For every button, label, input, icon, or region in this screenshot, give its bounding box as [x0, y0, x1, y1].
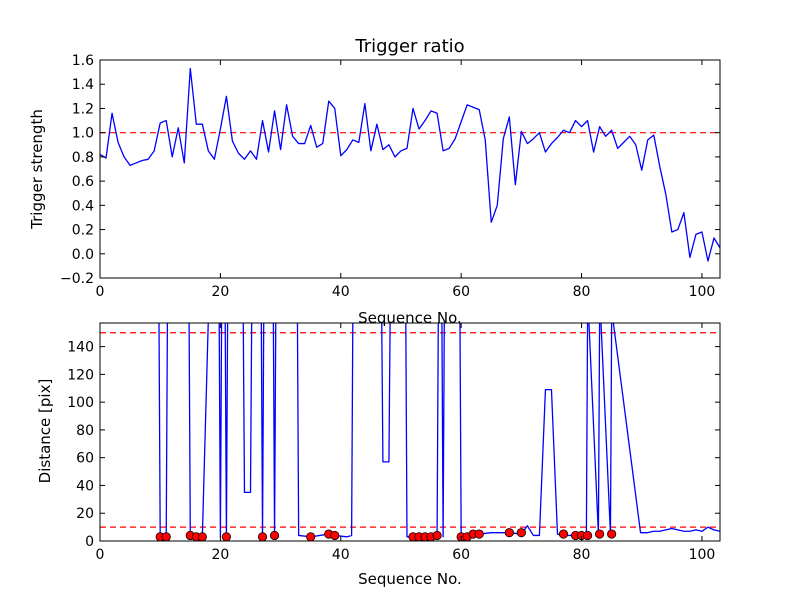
bottom-marker-point [607, 529, 617, 539]
bottom-y-tick-label: 140 [67, 340, 94, 356]
bottom-x-tick-label: 80 [573, 547, 591, 563]
bottom-marker-point [558, 529, 569, 539]
bottom-marker-point [221, 532, 232, 542]
top-x-tick-label: 80 [573, 284, 591, 300]
top-y-axis-label: Trigger strength [28, 109, 46, 230]
top-x-tick-label: 0 [96, 284, 105, 300]
bottom-marker-point [582, 530, 593, 541]
bottom-marker-point [330, 530, 340, 541]
bottom-x-tick-label: 20 [211, 547, 229, 563]
top-series-line-0 [100, 67, 720, 262]
bottom-y-tick-label: 20 [76, 506, 94, 522]
bottom-marker-point [306, 532, 316, 542]
top-y-tick-label: 0.8 [72, 150, 94, 166]
top-y-tick-label: 1.4 [72, 77, 94, 93]
bottom-marker-point [197, 532, 207, 542]
bottom-x-tick-label: 0 [96, 547, 105, 563]
bottom-marker-point [257, 532, 268, 542]
top-y-tick-label: 1.6 [72, 53, 94, 69]
top-y-tick-label: 0.0 [72, 247, 94, 263]
bottom-y-axis-label: Distance [pix] [36, 379, 54, 484]
bottom-y-tick-label: 60 [76, 451, 94, 467]
top-y-tick-label: 0.4 [72, 198, 94, 214]
bottom-y-tick-label: 100 [67, 395, 94, 411]
distance-panel: Sequence No. Distance [pix] 0 20 40 60 80 100… [36, 322, 721, 588]
bottom-x-tick-label: 40 [332, 547, 350, 563]
top-x-tick-label: 40 [332, 284, 350, 300]
top-x-tick-label: 60 [452, 284, 470, 300]
bottom-marker-point [161, 532, 171, 542]
bottom-y-tick-label: 0 [85, 534, 94, 550]
bottom-series-line-0 [158, 323, 720, 538]
top-axes-frame [99, 59, 721, 279]
top-y-tick-label: 0.2 [72, 223, 94, 239]
bottom-marker-point [595, 529, 605, 539]
top-y-tick-label: 1.0 [72, 126, 94, 142]
trigger-ratio-panel: Trigger ratio Sequence No. Trigger stren… [28, 36, 721, 327]
bottom-y-tick-label: 40 [76, 478, 94, 494]
top-y-tick-label: 0.6 [72, 174, 94, 190]
top-x-tick-label: 20 [211, 284, 229, 300]
figure-title: Trigger ratio [354, 36, 464, 57]
bottom-marker-point [504, 528, 514, 538]
bottom-marker-point [474, 529, 484, 539]
bottom-y-tick-label: 120 [67, 367, 94, 383]
bottom-x-tick-label: 60 [452, 547, 470, 563]
top-x-axis-label: Sequence No. [358, 309, 462, 327]
bottom-marker-point [432, 530, 442, 541]
bottom-marker-point [269, 530, 280, 541]
bottom-x-tick-label: 100 [689, 547, 716, 563]
bottom-y-tick-label: 80 [76, 423, 94, 439]
top-y-tick-label: 1.2 [72, 101, 94, 117]
top-y-tick-label: −0.2 [60, 271, 94, 287]
top-x-tick-label: 100 [689, 284, 716, 300]
bottom-marker-point [516, 528, 526, 538]
bottom-axes-frame [99, 322, 721, 542]
bottom-x-axis-label: Sequence No. [358, 570, 462, 588]
